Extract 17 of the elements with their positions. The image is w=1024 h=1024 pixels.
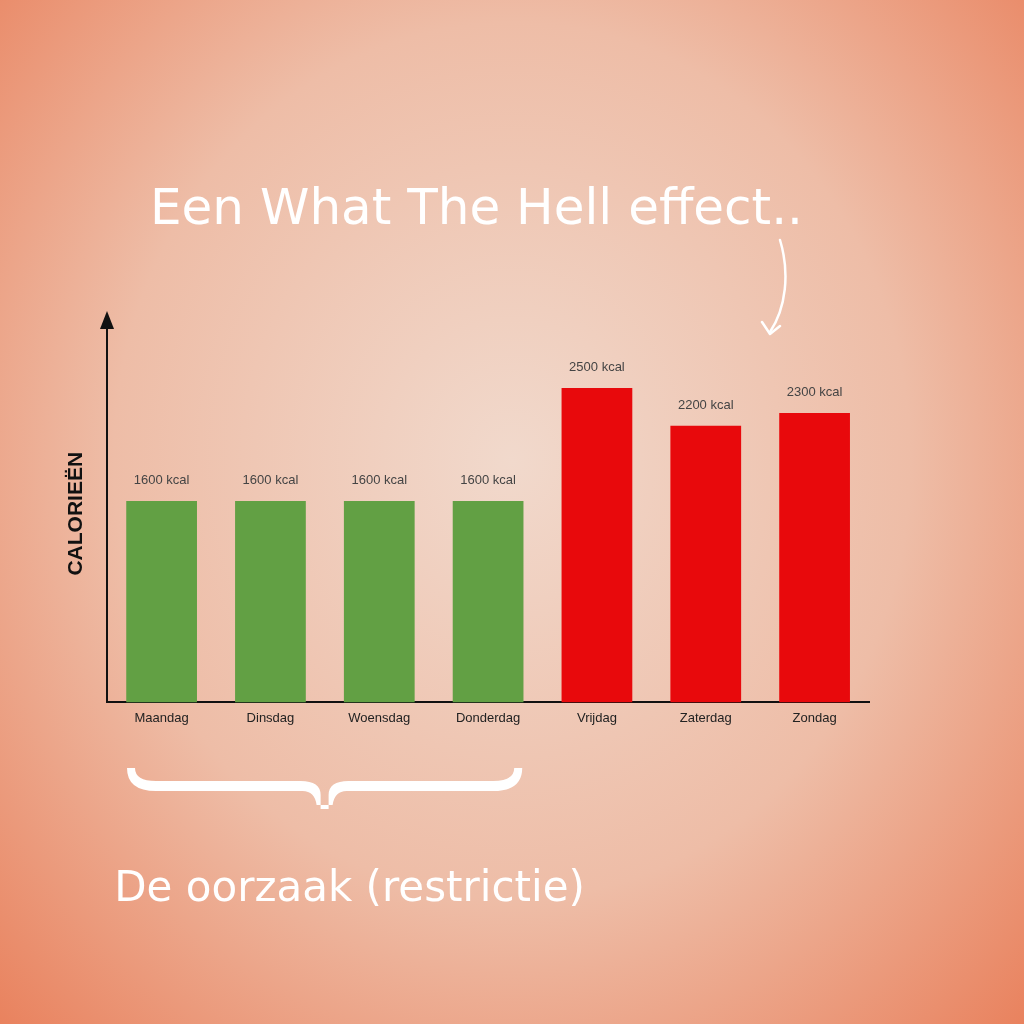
- chart-title: Een What The Hell effect..: [150, 178, 803, 236]
- x-tick-label: Maandag: [134, 709, 189, 725]
- data-label: 2500 kcal: [569, 358, 625, 374]
- data-label: 2300 kcal: [786, 384, 843, 400]
- x-tick-label: Woensdag: [348, 709, 411, 725]
- x-tick-label: Zondag: [792, 709, 837, 725]
- y-axis-title: CALORIEËN: [63, 451, 87, 576]
- x-tick-label: Zaterdag: [679, 709, 732, 725]
- data-label: 1600 kcal: [351, 472, 408, 488]
- x-tick-label: Donderdag: [455, 709, 521, 725]
- data-label: 1600 kcal: [242, 472, 299, 488]
- data-label: 1600 kcal: [133, 472, 190, 488]
- data-label: 1600 kcal: [460, 472, 517, 488]
- data-label: 2200 kcal: [677, 396, 734, 412]
- text: De oorzaak (restrictie): [114, 862, 585, 911]
- x-tick-label: Dinsdag: [246, 709, 295, 725]
- x-tick-label: Vrijdag: [576, 709, 617, 725]
